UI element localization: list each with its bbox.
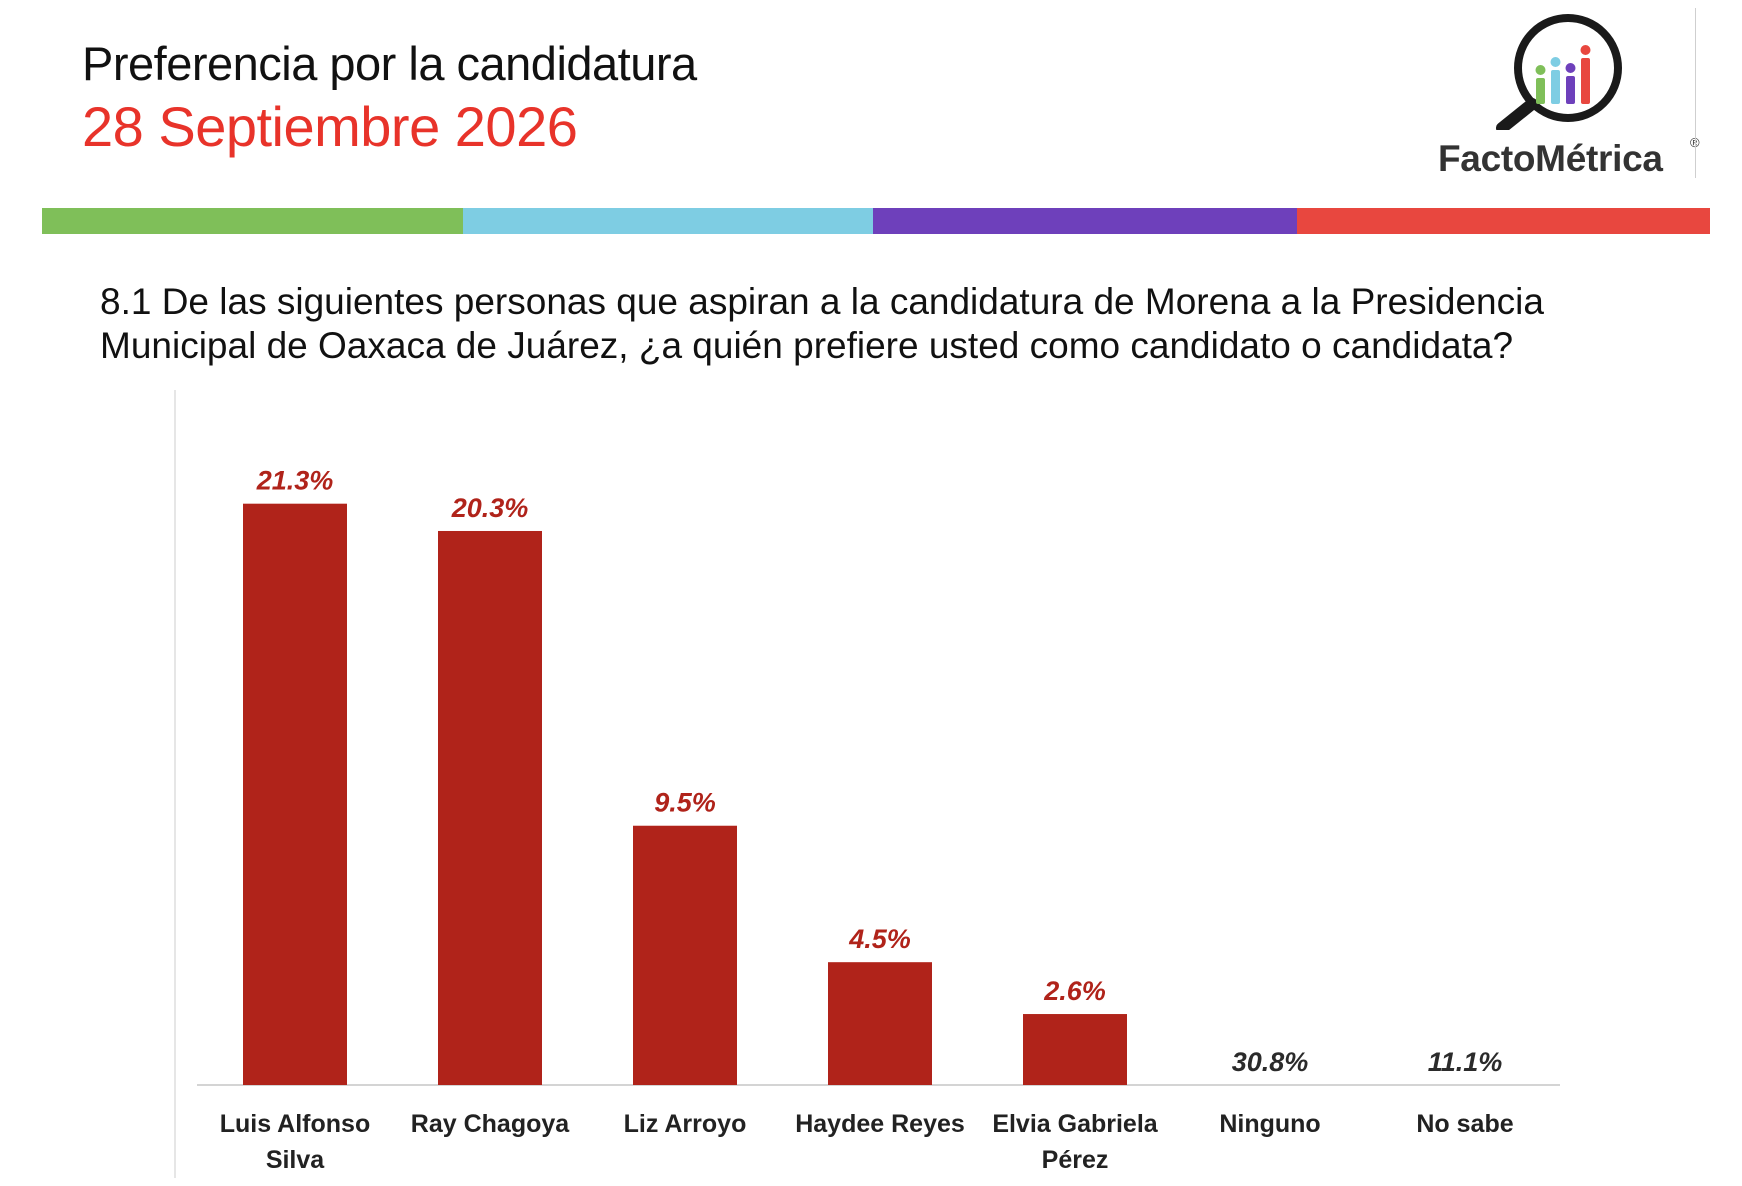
stripe-segment-purple <box>873 208 1297 234</box>
bar-2 <box>633 825 737 1085</box>
color-stripe <box>42 208 1710 234</box>
category-label-4: Pérez <box>1042 1146 1109 1174</box>
category-label-0: Luis Alfonso <box>220 1110 370 1138</box>
data-label-2: 9.5% <box>654 788 716 818</box>
survey-question: 8.1 De las siguientes personas que aspir… <box>100 281 1544 366</box>
bar-4 <box>1023 1014 1127 1085</box>
category-label-2: Liz Arroyo <box>624 1110 747 1138</box>
page-title: Preferencia por la candidatura <box>82 37 697 90</box>
stripe-segment-blue <box>463 208 873 234</box>
logo-wordmark: FactoMétrica <box>1438 138 1663 179</box>
bar-0 <box>243 503 347 1085</box>
category-label-0: Silva <box>266 1146 325 1174</box>
bar-3 <box>828 962 932 1085</box>
data-label-0: 21.3% <box>256 466 334 496</box>
data-label-5: 30.8% <box>1232 1047 1309 1077</box>
stripe-segment-red <box>1297 208 1710 234</box>
category-label-1: Ray Chagoya <box>411 1110 570 1138</box>
data-label-6: 11.1% <box>1428 1047 1503 1077</box>
data-label-4: 2.6% <box>1043 976 1106 1006</box>
stripe-segment-green <box>42 208 463 234</box>
category-label-6: No sabe <box>1416 1110 1513 1138</box>
magnifier-chart-icon <box>1496 14 1622 130</box>
category-label-4: Elvia Gabriela <box>992 1110 1158 1138</box>
survey-date: 28 Septiembre 2026 <box>82 95 578 158</box>
category-label-3: Haydee Reyes <box>795 1110 965 1138</box>
header-divider <box>1695 8 1696 178</box>
data-label-1: 20.3% <box>451 493 529 523</box>
data-label-3: 4.5% <box>848 924 911 954</box>
factometrica-logo: FactoMétrica ® <box>1420 10 1710 180</box>
registered-mark: ® <box>1690 135 1700 150</box>
category-label-5: Ninguno <box>1219 1110 1320 1138</box>
bar-1 <box>438 530 542 1085</box>
